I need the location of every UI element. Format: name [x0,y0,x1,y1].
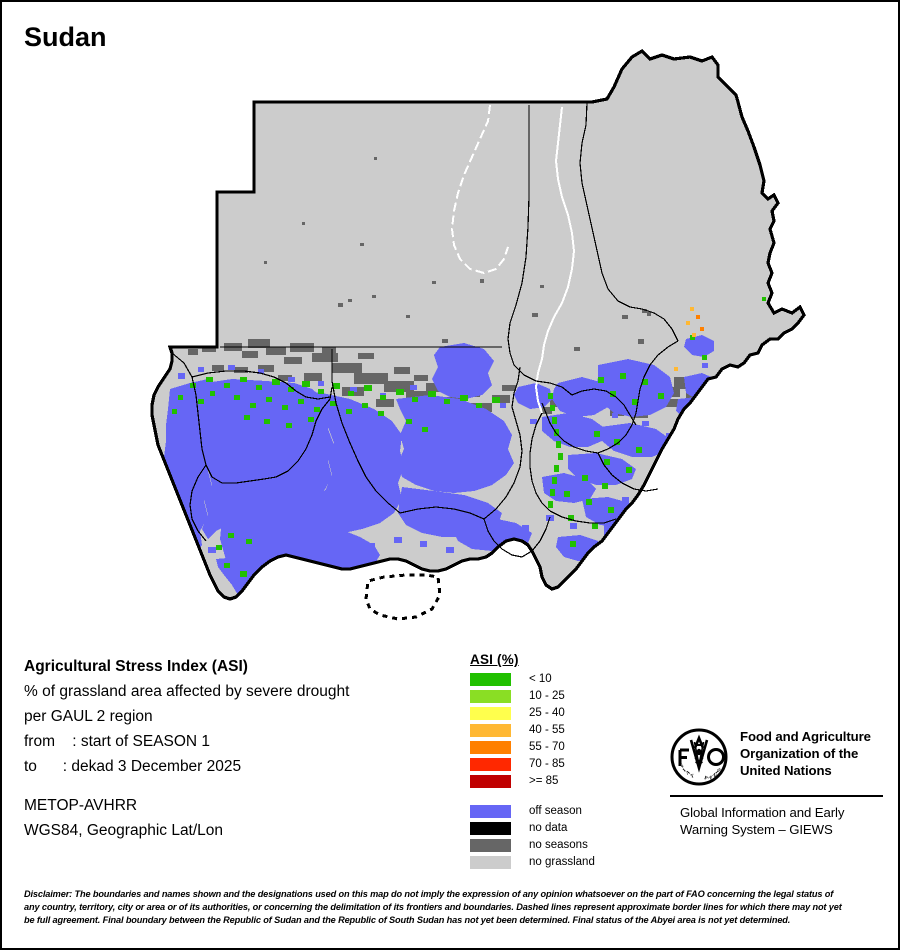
international-boundary [150,48,806,601]
giews-line-2: Warning System – GIEWS [680,822,833,837]
svg-text:N: N [711,772,718,779]
legend-row: off season [470,803,660,820]
svg-text:P: P [703,775,708,782]
legend-swatch-25-40 [470,707,511,720]
map-info-block: Agricultural Stress Index (ASI) % of gra… [24,654,454,843]
fao-logo-icon: F I A T P A N I S [670,728,728,786]
legend-label-40-55: 40 - 55 [529,723,565,736]
legend-row: no grassland [470,854,660,871]
page-title: Sudan [24,22,107,52]
info-subtitle-2: per GAUL 2 region [24,708,153,725]
legend-swatch-gte85 [470,775,511,788]
info-from-line: from : start of SEASON 1 [24,733,211,750]
legend-label-70-85: 70 - 85 [529,757,565,770]
info-sensor: METOP-AVHRR [24,797,138,814]
info-subtitle-1: % of grassland area affected by severe d… [24,683,350,700]
info-to-line: to : dekad 3 December 2025 [24,758,242,775]
legend-title: ASI (%) [470,652,519,667]
legend-label-no-grassland: no grassland [529,855,595,868]
svg-text:F: F [679,763,686,769]
river-lines [450,104,576,414]
fao-org-line-1: Food and Agriculture [740,729,871,744]
legend-label-gte85: >= 85 [529,774,559,787]
legend-row: 10 - 25 [470,688,660,705]
svg-text:A: A [685,770,691,777]
svg-text:S: S [715,767,722,773]
legend-spacer [470,790,660,803]
fao-divider [670,795,883,797]
legend-row: < 10 [470,671,660,688]
legend-swatch-40-55 [470,724,511,737]
fao-branding: F I A T P A N I S Food and Agriculture O… [670,728,885,838]
giews-line-1: Global Information and Early [680,805,845,820]
legend-label-off-season: off season [529,804,582,817]
legend-label-lt10: < 10 [529,672,552,685]
fao-header: F I A T P A N I S Food and Agriculture O… [670,728,885,786]
legend-row: 40 - 55 [470,722,660,739]
legend-swatch-no-seasons [470,839,511,852]
legend-swatch-lt10 [470,673,511,686]
legend-row: no seasons [470,837,660,854]
legend-row: >= 85 [470,773,660,790]
abyei-dashed-area [364,573,442,621]
info-heading: Agricultural Stress Index (ASI) [24,658,248,675]
svg-text:I: I [682,768,687,774]
fao-org-line-3: United Nations [740,763,832,778]
legend-swatch-55-70 [470,741,511,754]
map-figure [2,47,898,632]
fao-organization-name: Food and Agriculture Organization of the… [740,728,871,779]
legend-swatch-70-85 [470,758,511,771]
legend-swatch-no-grassland [470,856,511,869]
disclaimer-text: Disclaimer: The boundaries and names sho… [24,889,842,927]
legend-swatch-no-data [470,822,511,835]
legend-row: 70 - 85 [470,756,660,773]
legend-swatch-10-25 [470,690,511,703]
legend-row: 55 - 70 [470,739,660,756]
giews-system-name: Global Information and Early Warning Sys… [680,804,885,838]
legend-row: 25 - 40 [470,705,660,722]
svg-text:I: I [714,770,720,776]
legend-label-no-seasons: no seasons [529,838,588,851]
admin1-boundaries [171,102,679,558]
legend-label-55-70: 55 - 70 [529,740,565,753]
legend-swatch-off-season [470,805,511,818]
svg-text:A: A [707,774,713,781]
svg-text:T: T [690,773,696,780]
legend-label-25-40: 25 - 40 [529,706,565,719]
info-projection: WGS84, Geographic Lat/Lon [24,822,224,839]
legend-label-no-data: no data [529,821,568,834]
legend-row: no data [470,820,660,837]
info-spacer [24,779,454,793]
map-legend: ASI (%) < 10 10 - 25 25 - 40 40 - 55 55 … [470,652,660,871]
fao-org-line-2: Organization of the [740,746,859,761]
legend-label-10-25: 10 - 25 [529,689,565,702]
